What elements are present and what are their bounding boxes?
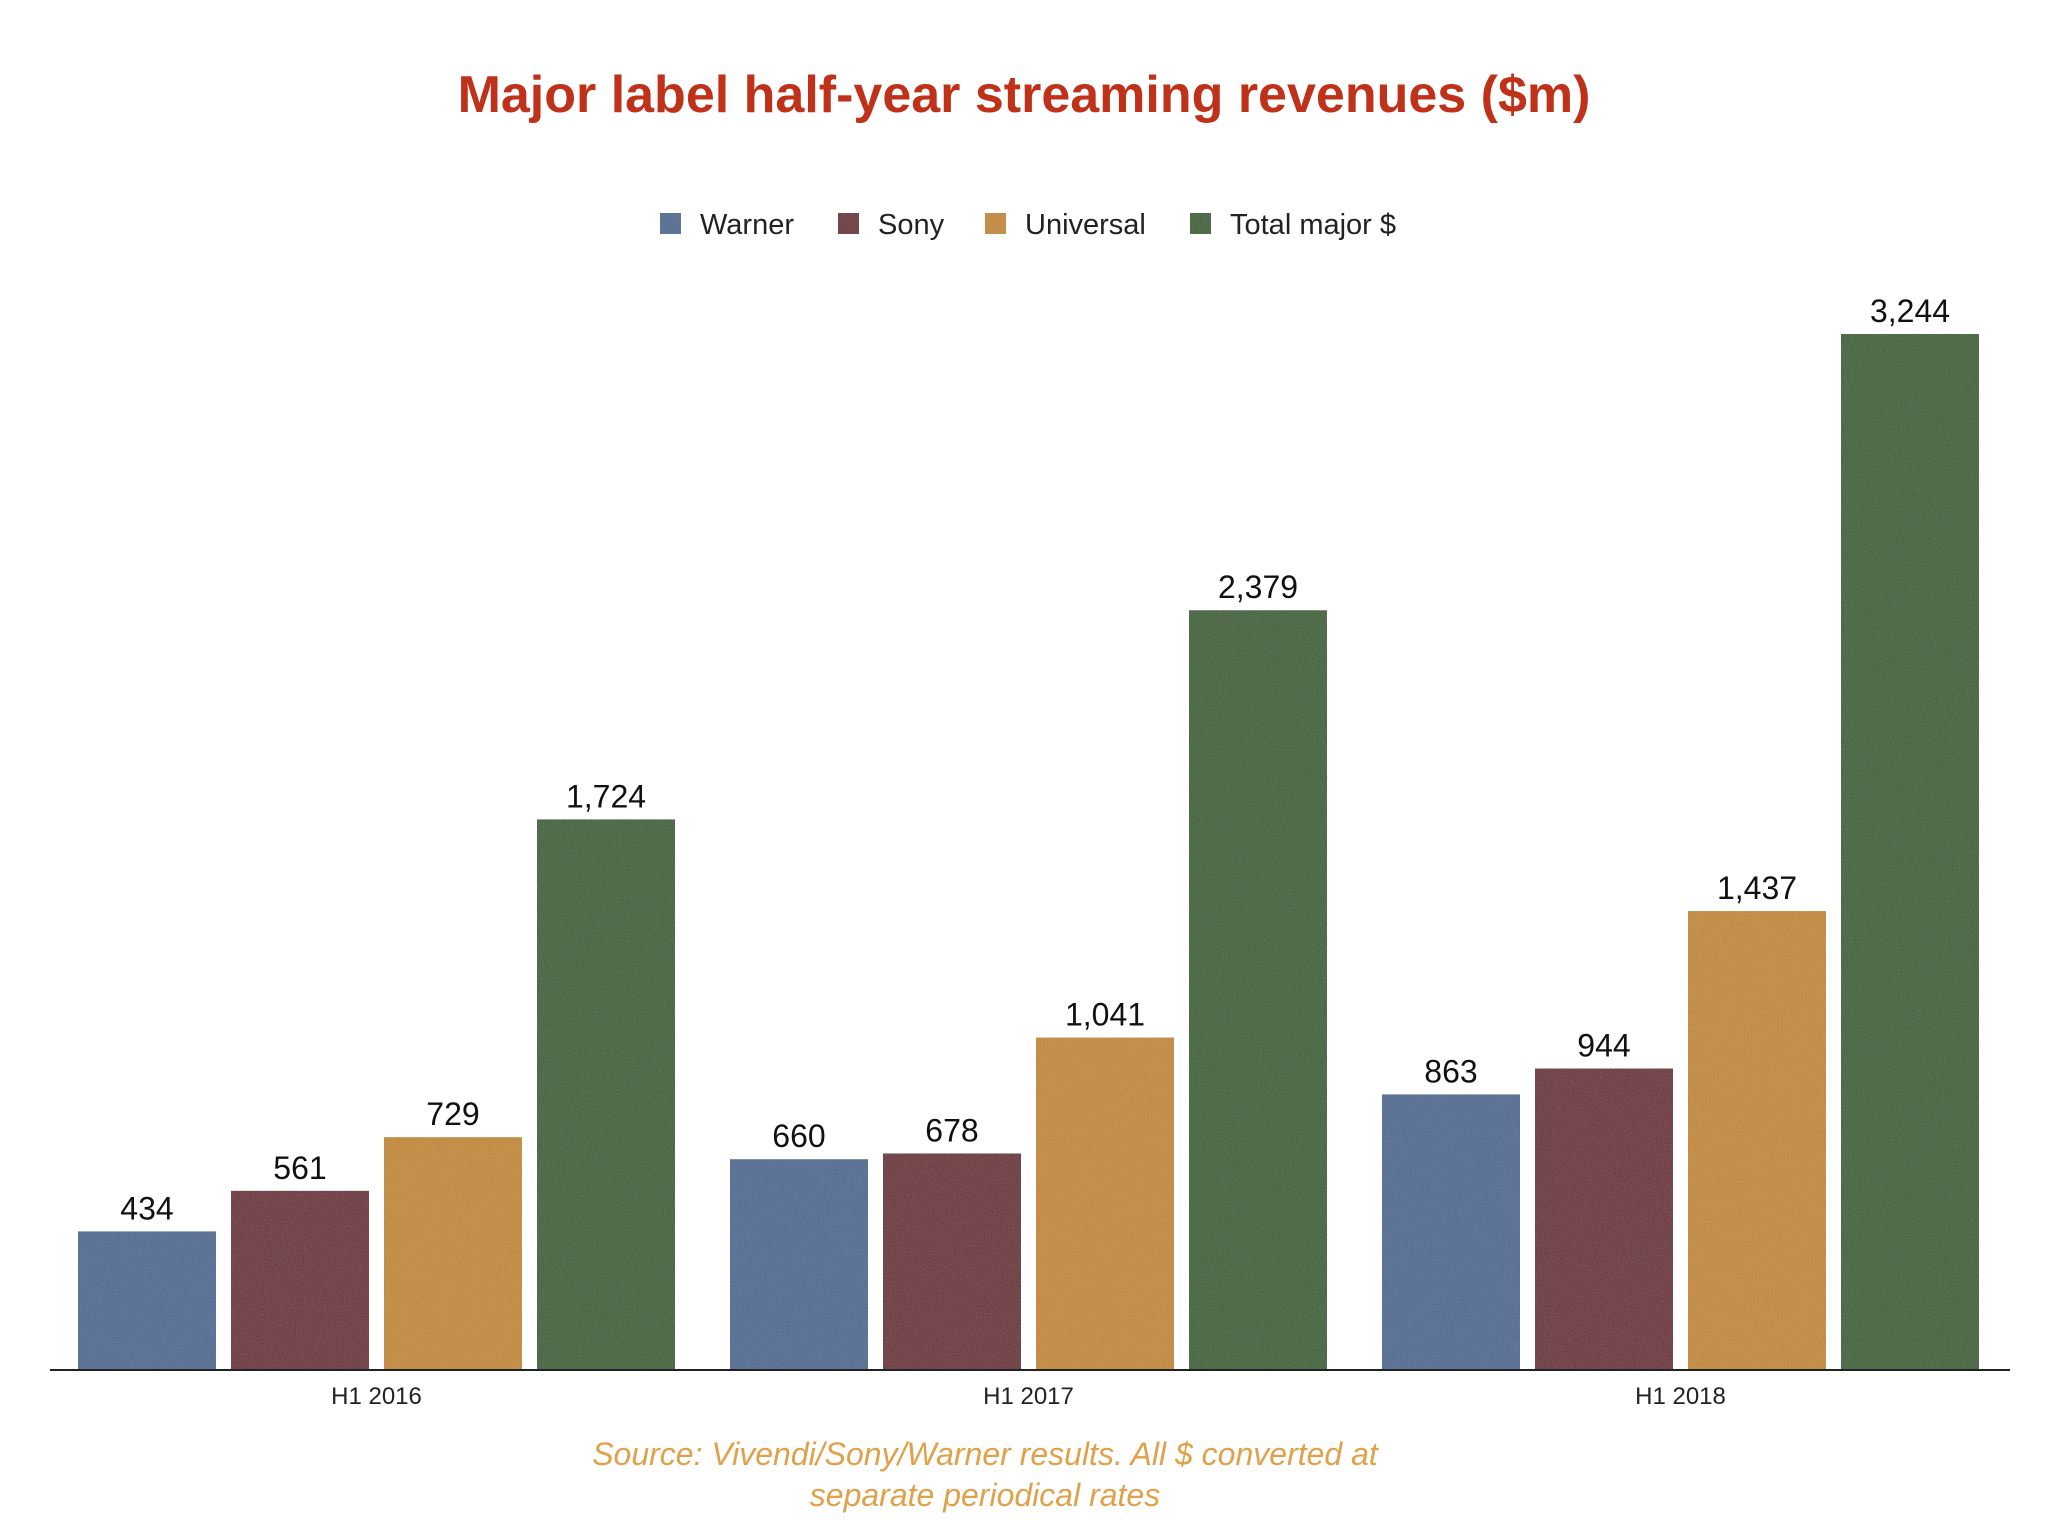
legend-label-3: Total major $ <box>1230 209 1396 241</box>
bar-1-1 <box>883 1153 1021 1370</box>
legend-swatch-0 <box>660 213 681 234</box>
bar-1-0 <box>231 1190 369 1370</box>
legend-label-1: Sony <box>878 209 945 241</box>
legend: Warner Sony Universal Total major $ <box>660 209 1396 241</box>
value-label-1-0: 561 <box>273 1150 326 1186</box>
bar-3-0 <box>537 819 675 1370</box>
bar-2-1 <box>1036 1037 1174 1370</box>
value-label-1-1: 678 <box>925 1112 978 1148</box>
legend-label-0: Warner <box>700 209 794 241</box>
legend-swatch-3 <box>1190 213 1211 234</box>
category-label-group: H1 2016 H1 2017 H1 2018 <box>331 1383 1726 1410</box>
bar-2-2 <box>1688 911 1826 1370</box>
bar-3-2 <box>1841 334 1979 1370</box>
value-label-2-2: 1,437 <box>1717 870 1797 906</box>
value-label-1-2: 944 <box>1577 1028 1630 1064</box>
category-label-2: H1 2018 <box>1635 1383 1726 1410</box>
legend-label-2: Universal <box>1025 209 1146 241</box>
chart-title: Major label half-year streaming revenues… <box>458 66 1591 124</box>
value-label-3-2: 3,244 <box>1870 293 1950 329</box>
value-label-3-0: 1,724 <box>566 778 646 814</box>
legend-swatch-1 <box>838 213 859 234</box>
legend-swatch-2 <box>985 213 1006 234</box>
bar-2-0 <box>384 1137 522 1370</box>
bar-0-1 <box>730 1159 868 1370</box>
bar-group <box>78 334 1979 1370</box>
value-label-0-2: 863 <box>1424 1053 1477 1089</box>
value-label-group: 434 561 729 1,724 660 678 1,041 2,379 863 944 1,43… <box>120 293 1950 1226</box>
category-label-1: H1 2017 <box>983 1383 1074 1410</box>
bar-1-2 <box>1535 1068 1673 1370</box>
bar-0-2 <box>1382 1094 1520 1370</box>
value-label-3-1: 2,379 <box>1218 569 1298 605</box>
value-label-2-1: 1,041 <box>1065 997 1145 1033</box>
value-label-2-0: 729 <box>426 1096 479 1132</box>
value-label-0-1: 660 <box>772 1118 825 1154</box>
source-note-line-1: Source: Vivendi/Sony/Warner results. All… <box>592 1436 1379 1472</box>
bar-0-0 <box>78 1231 216 1370</box>
value-label-0-0: 434 <box>120 1190 173 1226</box>
bar-3-1 <box>1189 610 1327 1370</box>
source-note-line-2: separate periodical rates <box>810 1477 1160 1513</box>
category-label-0: H1 2016 <box>331 1383 422 1410</box>
